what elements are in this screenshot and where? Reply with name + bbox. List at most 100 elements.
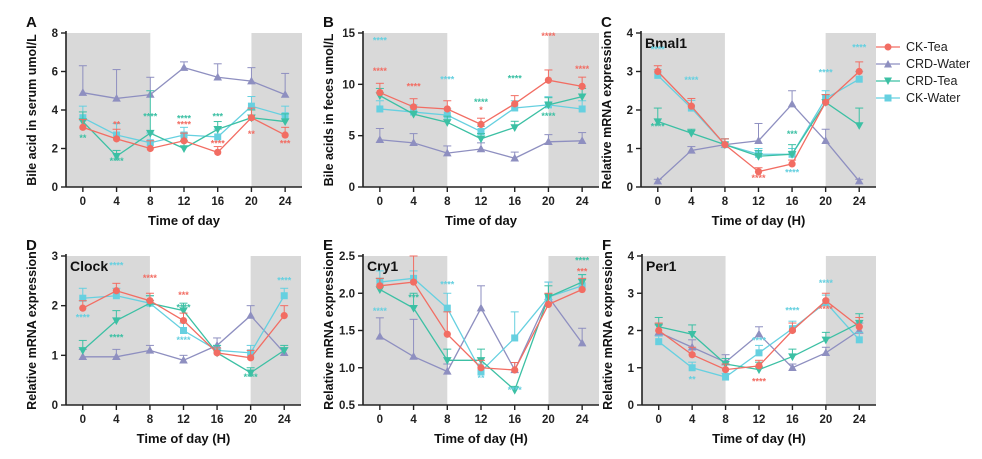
x-tick-label: 12 [753,414,766,426]
data-point-crd-water [280,90,290,98]
data-point-ck-water [477,128,485,136]
y-axis-label: Bile acids in feces umol/L [322,33,336,186]
legend-marker-circle-icon [876,43,900,50]
data-point-ck-tea [79,304,87,312]
y-tick-label: 1 [627,144,634,156]
data-point-crd-tea [409,304,418,313]
data-point-ck-water [247,102,255,110]
legend-item-ck-water: CK-Water [876,89,970,106]
y-tick-label: 6 [52,67,58,79]
data-point-ck-tea [146,297,154,305]
x-tick-label: 12 [177,414,190,426]
y-tick-label: 0 [52,182,58,194]
significance-marker: **** [852,42,867,52]
significance-marker: *** [212,112,223,122]
data-point-crd-tea [544,101,553,110]
data-point-crd-water [687,342,697,351]
significance-marker: **** [508,73,523,83]
data-point-ck-tea [79,123,87,131]
data-point-crd-tea [78,347,88,355]
significance-marker: ** [477,373,485,383]
data-point-crd-tea [476,135,486,144]
y-tick-label: 3 [627,67,633,79]
data-point-ck-tea [179,316,188,325]
data-point-ck-tea [822,98,830,106]
y-tick-label: 8 [52,28,59,40]
x-axis-label: Time of day (H) [712,213,806,228]
data-point-ck-tea [409,103,418,111]
x-tick-label: 8 [722,414,729,426]
panel-letter: F [602,237,611,254]
legend-label: CRD-Water [906,56,971,71]
y-tick-label: 0 [349,182,355,194]
data-point-crd-tea [179,307,188,316]
significance-marker: **** [651,44,666,54]
y-axis-label: Relative mRNA expression [601,251,615,410]
y-tick-label: 0 [628,400,634,412]
x-axis-label: Time of day [148,213,221,228]
data-point-ck-tea [687,102,695,110]
data-point-ck-water [855,336,863,344]
data-point-crd-tea [577,93,587,102]
shaded-region [825,33,876,187]
significance-marker: *** [408,293,419,303]
y-tick-label: 2.0 [339,288,355,300]
data-point-ck-tea [721,141,729,149]
x-tick-label: 12 [178,196,191,208]
x-tick-label: 4 [689,414,696,426]
significance-marker: **** [143,273,158,283]
data-point-crd-water [179,355,188,364]
significance-marker: **** [508,385,523,395]
data-point-ck-water [511,334,519,342]
data-point-ck-tea [655,326,663,335]
significance-marker: **** [143,112,158,122]
y-tick-label: 2 [628,326,634,338]
y-tick-label: 2 [52,144,58,156]
x-axis-label: Time of day (H) [434,431,528,446]
x-tick-label: 4 [113,414,120,426]
data-point-crd-water [754,329,764,338]
data-point-ck-tea [214,148,222,156]
data-point-crd-water [476,144,486,153]
data-point-ck-water [688,364,696,372]
legend-item-ck-tea: CK-Tea [876,38,970,55]
data-point-ck-tea [544,300,553,309]
data-point-ck-tea [280,312,288,320]
data-point-crd-water [510,153,520,162]
data-point-crd-water [544,137,553,146]
data-point-crd-water [687,145,696,154]
x-tick-label: 24 [576,196,589,208]
significance-marker: *** [787,129,798,139]
significance-marker: ** [689,375,697,385]
significance-marker: **** [407,81,422,91]
significance-marker: **** [541,111,556,121]
x-tick-label: 24 [853,196,866,208]
x-axis-label: Time of day [445,213,518,228]
data-point-crd-tea [510,386,520,395]
x-tick-label: 4 [410,414,417,426]
x-tick-label: 0 [377,196,383,208]
legend-label: CK-Tea [906,39,948,54]
data-point-ck-water [722,373,730,381]
x-tick-label: 20 [819,414,832,426]
data-point-ck-tea [822,297,830,305]
data-point-ck-water [79,294,87,302]
shaded-region [66,256,150,405]
legend-marker-triangle-down-icon [876,77,900,85]
x-tick-label: 12 [475,414,488,426]
data-point-ck-tea [376,88,384,97]
y-axis-label: Relative mRNA expression [25,251,39,410]
data-point-crd-tea [754,153,763,161]
y-tick-label: 1.0 [339,363,355,375]
significance-marker: **** [819,67,834,77]
y-tick-label: 3 [52,251,58,263]
significance-marker: **** [177,114,192,124]
data-point-crd-water [442,148,452,157]
significance-marker: **** [785,306,800,316]
data-point-crd-water [212,340,222,349]
shaded-region [251,33,302,187]
significance-marker: **** [541,31,556,41]
significance-marker: *** [577,267,588,277]
data-point-crd-water [787,99,797,108]
data-point-ck-tea [281,131,289,139]
